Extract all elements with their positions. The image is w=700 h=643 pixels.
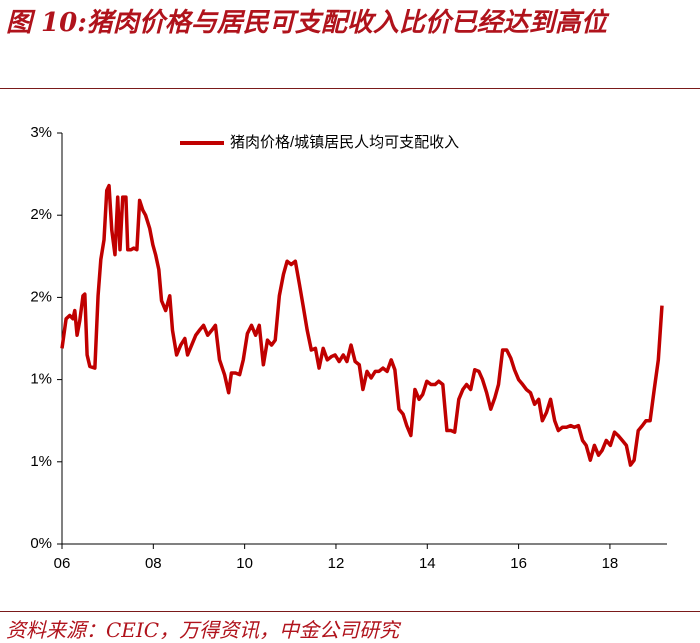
x-tick-label: 08 bbox=[145, 555, 162, 572]
data-line bbox=[60, 183, 664, 467]
y-tick-label: 0% bbox=[30, 535, 52, 552]
title-rule bbox=[0, 88, 700, 89]
x-tick-label: 14 bbox=[419, 555, 436, 572]
legend-label: 猪肉价格/城镇居民人均可支配收入 bbox=[230, 134, 459, 151]
source-note: 资料来源：CEIC，万得资讯，中金公司研究 bbox=[6, 618, 400, 642]
y-tick-label: 2% bbox=[30, 206, 52, 223]
y-tick-label: 2% bbox=[30, 288, 52, 305]
y-tick-label: 3% bbox=[30, 124, 52, 141]
chart-title: 图 10:猪肉价格与居民可支配收入比价已经达到高位 bbox=[6, 8, 607, 38]
x-tick-label: 10 bbox=[236, 555, 253, 572]
x-tick-label: 16 bbox=[510, 555, 527, 572]
x-tick-label: 06 bbox=[54, 555, 71, 572]
source-rule bbox=[0, 611, 700, 612]
y-tick-label: 1% bbox=[30, 453, 52, 470]
y-tick-label: 1% bbox=[30, 371, 52, 388]
x-tick-label: 12 bbox=[328, 555, 345, 572]
x-tick-label: 18 bbox=[602, 555, 619, 572]
